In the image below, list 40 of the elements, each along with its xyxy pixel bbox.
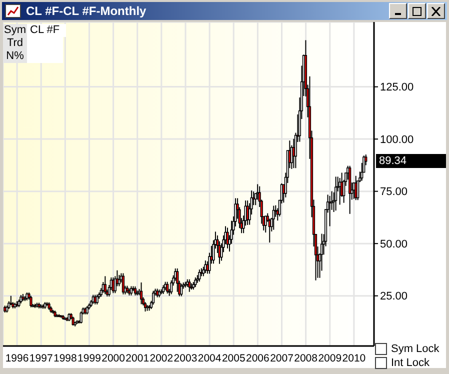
- y-tick-label: 100.00: [380, 134, 414, 146]
- x-tick-label: 2000: [102, 352, 126, 364]
- candlestick: [180, 283, 183, 297]
- candlestick: [170, 280, 173, 295]
- annotation: CL #F: [27, 24, 66, 37]
- text: Int Lock: [391, 357, 430, 369]
- y-tick-label: 25.00: [380, 290, 408, 303]
- x-tick-label: 1997: [29, 352, 53, 364]
- x-tick-label: 2003: [174, 352, 198, 364]
- x-tick-label: 2006: [246, 352, 270, 364]
- y-tick-label: 75.00: [380, 186, 408, 198]
- annotation: N%: [3, 50, 27, 63]
- x-tick-label: 2001: [126, 352, 150, 364]
- x-tick-label: 2008: [294, 352, 318, 364]
- candlestick: [226, 227, 229, 249]
- chart-title: CL #F-CL #F-Monthly: [26, 4, 146, 18]
- x-tick-label: 2010: [342, 352, 366, 364]
- y-tick-label: 125.00: [380, 82, 414, 94]
- text: 89.34: [376, 154, 446, 168]
- candlestick: [334, 176, 338, 212]
- y-tick-label: 50.00: [380, 238, 408, 250]
- candlestick: [10, 295, 12, 306]
- x-tick-label: 1999: [78, 352, 102, 364]
- candlestick: [194, 276, 197, 288]
- x-tick-label: 2002: [150, 352, 174, 364]
- x-tick-label: 2007: [270, 352, 294, 364]
- candlestick: [166, 281, 169, 294]
- candlestick: [176, 268, 179, 292]
- candlestick: [272, 205, 275, 230]
- candlestick: [96, 294, 98, 305]
- x-tick-label: 1996: [5, 352, 29, 364]
- x-tick-label: 2004: [198, 352, 222, 364]
- annotation: Sym: [3, 24, 27, 37]
- text: Sym Lock: [391, 343, 440, 355]
- x-tick-label: 2009: [318, 352, 342, 364]
- annotation: Trd: [3, 37, 27, 50]
- x-tick-label: 1998: [53, 352, 78, 364]
- candlestick: [104, 276, 106, 295]
- x-tick-label: 2005: [222, 352, 246, 364]
- candlestick: [152, 290, 155, 306]
